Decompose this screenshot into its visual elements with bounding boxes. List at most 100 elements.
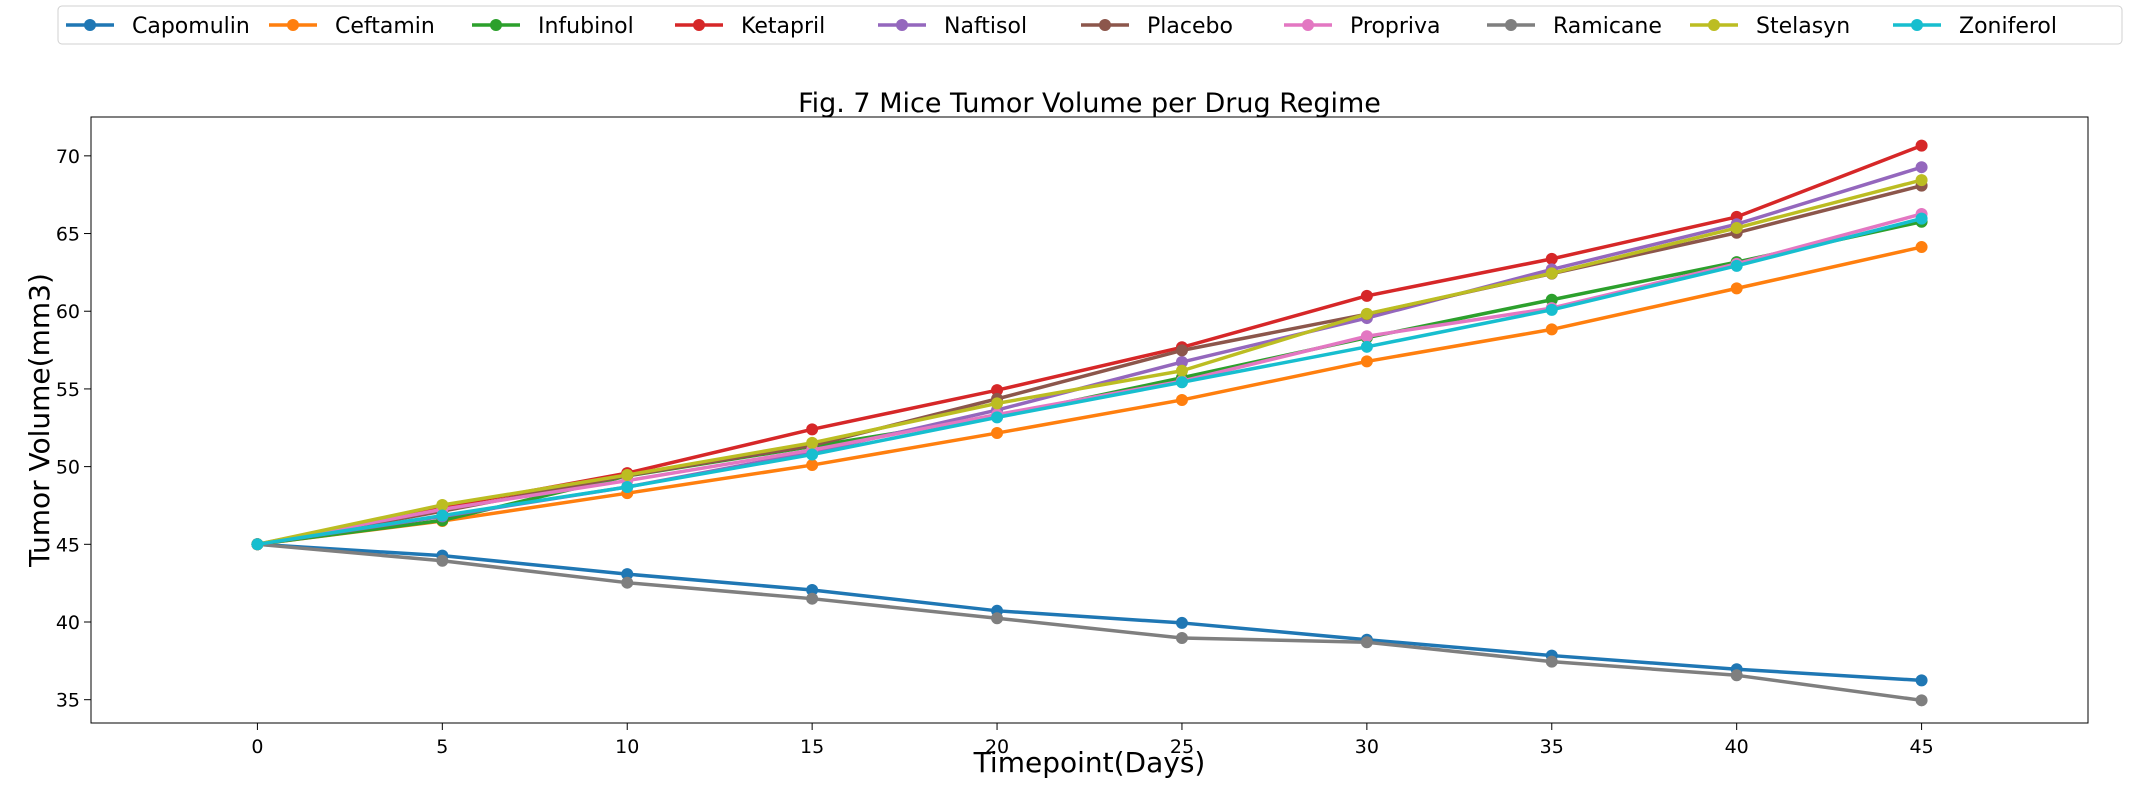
- legend-label: Zoniferol: [1959, 14, 2057, 39]
- data-point: [621, 568, 634, 581]
- data-point: [436, 509, 449, 522]
- series-ramicane: [251, 538, 1928, 707]
- legend-item-zoniferol: Zoniferol: [1893, 14, 2057, 39]
- data-point: [1915, 694, 1928, 707]
- x-tick-label: 30: [1355, 736, 1379, 758]
- legend-label: Stelasyn: [1756, 14, 1850, 39]
- x-axis-title: Timepoint(Days): [973, 746, 1206, 779]
- data-point: [1915, 212, 1928, 225]
- data-point: [806, 583, 819, 596]
- legend-marker: [693, 19, 705, 31]
- y-axis-title: Tumor Volume(mm3): [23, 273, 56, 568]
- data-point: [1175, 364, 1188, 377]
- x-tick-label: 40: [1725, 736, 1749, 758]
- legend-item-ceftamin: Ceftamin: [269, 14, 435, 39]
- y-tick-label: 40: [56, 612, 80, 634]
- series-line: [255, 212, 1924, 547]
- data-point: [1175, 344, 1188, 357]
- series-line: [255, 216, 1924, 547]
- data-point: [1175, 632, 1188, 645]
- legend-item-placebo: Placebo: [1081, 14, 1233, 39]
- legend-label: Ketapril: [741, 14, 825, 39]
- data-point: [991, 411, 1004, 424]
- data-point: [1915, 161, 1928, 174]
- legend-marker: [1505, 19, 1517, 31]
- data-point: [991, 397, 1004, 410]
- data-point: [1545, 252, 1558, 265]
- x-tick-label: 25: [1170, 736, 1194, 758]
- data-point: [1360, 355, 1373, 368]
- data-point: [806, 592, 819, 605]
- legend-label: Placebo: [1147, 14, 1233, 39]
- data-point: [1175, 393, 1188, 406]
- data-point: [1730, 221, 1743, 234]
- data-point: [1545, 293, 1558, 306]
- data-point: [1175, 356, 1188, 369]
- data-point: [621, 480, 634, 493]
- x-tick-label: 15: [800, 736, 824, 758]
- series-zoniferol: [251, 212, 1928, 551]
- data-point: [1730, 282, 1743, 295]
- series-layer: [251, 139, 1928, 707]
- series-line: [255, 165, 1924, 547]
- data-point: [1545, 655, 1558, 668]
- y-tick-label: 60: [56, 301, 80, 323]
- legend-label: Naftisol: [944, 14, 1027, 39]
- data-point: [991, 384, 1004, 397]
- data-point: [1360, 340, 1373, 353]
- data-point: [1175, 616, 1188, 629]
- legend-item-propriva: Propriva: [1284, 14, 1441, 39]
- legend-marker: [896, 19, 908, 31]
- series-line: [255, 245, 1924, 547]
- data-point: [1915, 139, 1928, 152]
- x-tick-label: 0: [251, 736, 263, 758]
- x-tick-label: 5: [436, 736, 448, 758]
- x-tick-label: 45: [1909, 736, 1933, 758]
- data-point: [621, 576, 634, 589]
- series-ketapril: [251, 139, 1928, 551]
- y-tick-label: 55: [56, 379, 80, 401]
- series-propriva: [251, 207, 1928, 551]
- legend-marker: [1302, 19, 1314, 31]
- legend-marker: [1708, 19, 1720, 31]
- legend-label: Capomulin: [132, 14, 250, 39]
- legend-item-stelasyn: Stelasyn: [1690, 14, 1850, 39]
- legend-label: Ceftamin: [335, 14, 435, 39]
- x-tick-label: 10: [615, 736, 639, 758]
- data-point: [1545, 303, 1558, 316]
- axis-ticks: 0 5 10 15 20 25 30 35 40 45 35 40 45 50 55 60 65 70: [56, 146, 1934, 758]
- data-point: [806, 448, 819, 461]
- plot-frame: [90, 116, 2089, 724]
- data-point: [1915, 241, 1928, 254]
- y-tick-label: 50: [56, 457, 80, 479]
- data-point: [806, 459, 819, 472]
- legend-label: Ramicane: [1553, 14, 1662, 39]
- data-point: [1545, 323, 1558, 336]
- data-point: [251, 538, 264, 551]
- data-point: [1360, 289, 1373, 302]
- series-line: [255, 542, 1924, 683]
- legend-item-capomulin: Capomulin: [66, 14, 250, 39]
- data-point: [991, 612, 1004, 625]
- legend-marker: [84, 19, 96, 31]
- x-tick-label: 35: [1540, 736, 1564, 758]
- legend-label: Infubinol: [538, 14, 634, 39]
- data-point: [1545, 267, 1558, 280]
- y-tick-label: 45: [56, 534, 80, 556]
- data-point: [991, 427, 1004, 440]
- data-point: [436, 554, 449, 567]
- data-point: [1360, 330, 1373, 343]
- legend-marker: [1911, 19, 1923, 31]
- data-point: [1360, 636, 1373, 649]
- data-point: [1175, 376, 1188, 389]
- y-tick-label: 70: [56, 146, 80, 168]
- legend-marker: [490, 19, 502, 31]
- legend-marker: [287, 19, 299, 31]
- data-point: [806, 423, 819, 436]
- y-tick-label: 35: [56, 690, 80, 712]
- series-line: [255, 178, 1924, 547]
- legend: Capomulin Ceftamin Infubinol Ketapril Naftis…: [57, 5, 2123, 45]
- legend-marker: [1099, 19, 1111, 31]
- series-line: [255, 143, 1924, 547]
